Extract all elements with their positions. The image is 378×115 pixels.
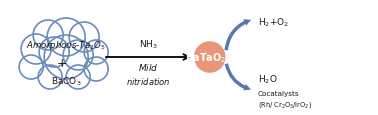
Circle shape bbox=[44, 36, 88, 79]
Text: (Rh/ Cr$_2$O$_3$/IrO$_2$): (Rh/ Cr$_2$O$_3$/IrO$_2$) bbox=[258, 99, 312, 109]
FancyArrowPatch shape bbox=[225, 64, 251, 91]
Circle shape bbox=[19, 56, 43, 79]
Circle shape bbox=[84, 41, 108, 64]
Text: BaCO$_3$: BaCO$_3$ bbox=[51, 75, 82, 88]
Circle shape bbox=[47, 19, 85, 56]
Text: BaTaO$_2$N: BaTaO$_2$N bbox=[185, 51, 235, 64]
Circle shape bbox=[66, 65, 90, 89]
Circle shape bbox=[69, 23, 99, 53]
Text: H$_2$O: H$_2$O bbox=[258, 73, 277, 86]
Text: NH$_3$: NH$_3$ bbox=[139, 38, 158, 51]
Circle shape bbox=[63, 41, 93, 70]
Text: $\it{Mild}$: $\it{Mild}$ bbox=[138, 62, 159, 73]
Circle shape bbox=[33, 21, 63, 51]
Text: Cocatalysts: Cocatalysts bbox=[258, 90, 299, 96]
Circle shape bbox=[39, 38, 69, 67]
Circle shape bbox=[38, 65, 62, 89]
Circle shape bbox=[195, 43, 225, 72]
Text: +: + bbox=[57, 57, 67, 70]
Text: $\it{nitridation}$: $\it{nitridation}$ bbox=[126, 76, 171, 87]
Text: $\mathbf{\mathit{Amorphous}}$-$\mathbf{\mathit{Ta_2O_5}}$: $\mathbf{\mathit{Amorphous}}$-$\mathbf{\… bbox=[26, 39, 106, 52]
FancyArrowPatch shape bbox=[225, 20, 251, 51]
Circle shape bbox=[84, 58, 108, 81]
Text: H$_2$+O$_2$: H$_2$+O$_2$ bbox=[258, 17, 289, 29]
Circle shape bbox=[21, 35, 51, 64]
